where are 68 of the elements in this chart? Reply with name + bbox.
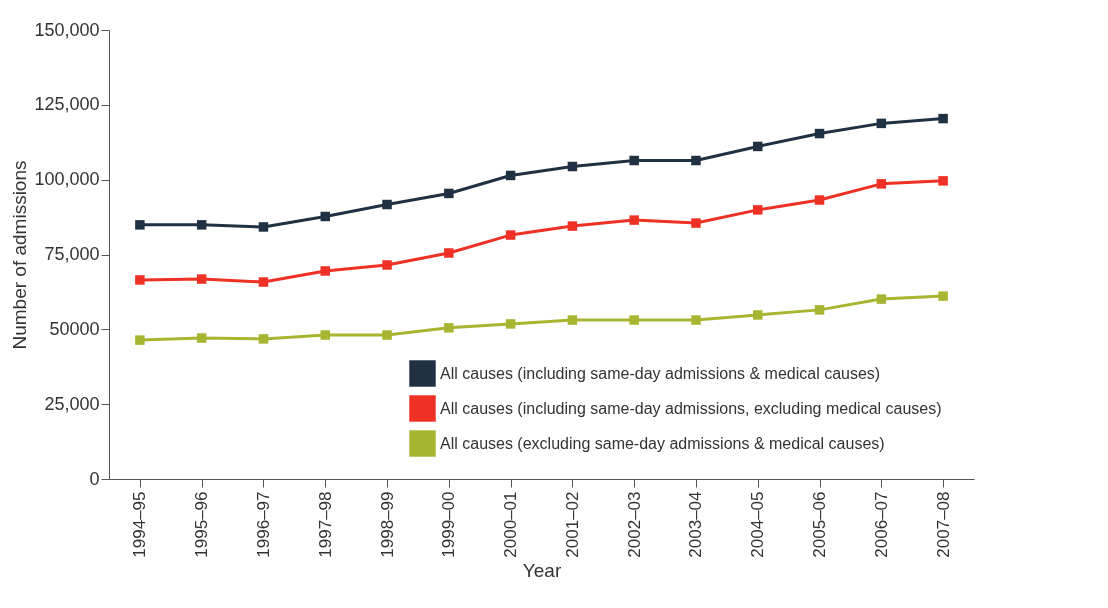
point xyxy=(382,260,392,270)
point xyxy=(196,220,207,230)
point xyxy=(444,248,454,258)
point xyxy=(814,128,825,139)
x-tick-label: 2004–05 xyxy=(748,491,768,558)
point xyxy=(258,277,269,287)
x-tick-label: 1994–95 xyxy=(130,491,150,558)
point xyxy=(691,155,701,166)
point xyxy=(505,319,516,329)
legend-label: All causes (including same-day admissions & medical causes) xyxy=(440,364,881,382)
y-tick-label: 25,000 xyxy=(44,393,100,414)
point xyxy=(382,199,392,210)
x-tick-label: 1999–00 xyxy=(439,491,459,558)
x-axis-title: Year xyxy=(522,559,562,581)
point xyxy=(444,188,454,199)
point xyxy=(258,334,269,344)
point xyxy=(135,275,145,285)
point xyxy=(320,211,330,222)
x-tick-label: 1998–99 xyxy=(377,491,397,558)
point xyxy=(135,335,145,345)
point xyxy=(691,218,701,228)
point xyxy=(320,266,330,276)
y-tick-label: 150,000 xyxy=(34,19,100,40)
point xyxy=(629,215,639,225)
y-tick-label: 50000 xyxy=(49,318,100,339)
x-tick-label: 2005–06 xyxy=(810,491,830,558)
point xyxy=(691,315,701,325)
point xyxy=(567,315,578,325)
x-tick-label: 2000–01 xyxy=(501,491,521,558)
point xyxy=(567,221,578,231)
point xyxy=(196,333,207,343)
y-axis-title: Number of admissions xyxy=(9,160,31,350)
point xyxy=(814,305,825,315)
point xyxy=(938,176,948,186)
x-tick-label: 2002–03 xyxy=(624,491,644,558)
point xyxy=(320,330,330,340)
x-tick-label: 1997–98 xyxy=(315,491,335,558)
y-tick-label: 100,000 xyxy=(34,169,100,190)
point xyxy=(753,141,763,152)
point xyxy=(876,179,887,189)
point xyxy=(629,155,639,166)
x-tick-label: 1995–96 xyxy=(192,491,212,558)
y-tick-label: 125,000 xyxy=(34,94,100,115)
point xyxy=(135,220,145,230)
point xyxy=(814,195,825,205)
point xyxy=(938,113,948,124)
point xyxy=(505,230,516,240)
point xyxy=(938,291,948,301)
point xyxy=(258,222,269,232)
y-tick-label: 0 xyxy=(89,468,100,489)
x-tick-label: 2003–04 xyxy=(686,491,706,558)
legend-label: All causes (excluding same-day admissions & medical causes) xyxy=(440,434,885,452)
point xyxy=(753,205,763,215)
x-tick-label: 1996–97 xyxy=(253,491,273,558)
point xyxy=(567,161,578,172)
x-tick-label: 2006–07 xyxy=(871,491,891,558)
legend-label: All causes (including same-day admissions, excluding medical causes) xyxy=(440,399,942,417)
point xyxy=(196,274,207,284)
y-tick-label: 75,000 xyxy=(44,244,100,264)
point xyxy=(753,310,763,320)
x-tick-label: 2007–08 xyxy=(933,491,953,558)
point xyxy=(505,170,516,181)
point xyxy=(876,118,887,129)
point xyxy=(444,323,454,333)
point xyxy=(382,330,392,340)
x-tick-label: 2001–02 xyxy=(562,491,582,558)
point xyxy=(629,315,639,325)
point xyxy=(876,294,887,304)
